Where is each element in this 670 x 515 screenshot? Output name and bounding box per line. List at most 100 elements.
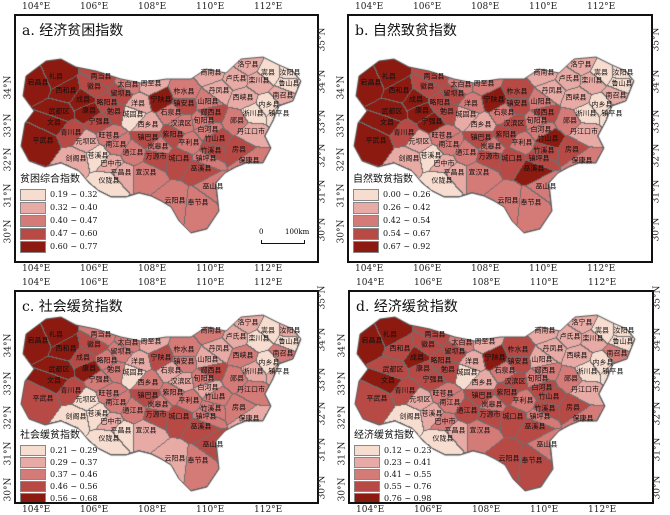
county-label: 鲁山县 (612, 337, 634, 346)
county-label: 洛宁县 (570, 60, 592, 69)
county-label: 巴中市 (434, 417, 456, 426)
panel-title: a. 经济贫困指数 (22, 23, 124, 39)
legend-item: 0.56 ~ 0.68 (20, 492, 97, 502)
county-label: 镇坪县 (528, 154, 550, 163)
scale-zero: 0 (259, 228, 264, 236)
county-label: 竹溪县 (200, 146, 222, 155)
lat-tick-left: 34°N (3, 333, 14, 358)
lon-tick-top: 112°E (587, 2, 616, 12)
county-label: 宁陕县 (150, 353, 172, 362)
lat-tick-right: 30°N (651, 217, 662, 242)
county-label: 汝阳县 (279, 326, 301, 335)
county-label: 勉县 (441, 365, 455, 374)
county-label: 仪陇县 (98, 434, 120, 443)
legend-swatch (353, 227, 379, 240)
county-label: 青川县 (393, 128, 415, 137)
county-label: 徽县 (420, 82, 434, 91)
county-label: 镇安县 (506, 99, 528, 108)
map-panel-a: 宕昌县 礼县 西和县 两当县 徽县 成县 太白县 周至县 留坝县 略阳县 武都区 康县 勉县 城固县 洋县宁… (14, 14, 319, 263)
county-label: 仪陇县 (432, 434, 454, 443)
county-label: 巫山县 (535, 182, 557, 191)
county-label: 苍溪县 (420, 151, 442, 160)
county-label: 宁陕县 (484, 353, 506, 362)
legend-item: 0.40 ~ 0.47 (20, 214, 97, 227)
county-label: 文县 (380, 118, 394, 127)
county-label: 保康县 (571, 156, 593, 165)
lat-tick-left: 31°N (336, 183, 347, 208)
county-label: 平武县 (32, 136, 54, 145)
county-label: 周至县 (140, 337, 162, 346)
lon-tick-bottom: 108°E (471, 264, 500, 274)
county-label: 太白县 (450, 80, 472, 89)
county-label: 留坝县 (443, 89, 465, 98)
county-label: 镇坪县 (195, 154, 217, 163)
county-label: 旬阳县 (527, 374, 549, 383)
county-label: 竹溪县 (200, 404, 222, 413)
lat-tick-left: 31°N (3, 183, 14, 208)
county-label: 丹江口市 (237, 385, 265, 394)
county-label: 城口县 (502, 412, 524, 421)
county-label: 白河县 (530, 125, 552, 134)
county-label: 礼县 (383, 330, 397, 339)
legend-item: 0.26 ~ 0.42 (353, 201, 430, 214)
lon-tick-bottom: 110°E (530, 505, 559, 515)
county-label: 宁强县 (422, 375, 444, 384)
county-label: 平昌县 (444, 426, 466, 435)
county-label: 郧西县 (533, 108, 555, 117)
county-label: 房县 (232, 145, 246, 154)
county-label: 栾川县 (248, 334, 270, 343)
county-label: 留坝县 (444, 347, 466, 356)
county-label: 宕昌县 (27, 78, 49, 87)
lon-tick-top: 110°E (196, 278, 225, 288)
county-label: 武都区 (382, 365, 404, 374)
legend-range: 0.47 ~ 0.60 (50, 229, 98, 238)
county-label: 万源市 (145, 152, 167, 161)
county-label: 太白县 (451, 338, 473, 347)
county-label: 镇安县 (507, 357, 529, 366)
lon-tick-top: 106°E (80, 278, 109, 288)
lat-tick-left: 30°N (3, 219, 14, 244)
county-label: 宣汉县 (469, 426, 491, 435)
county-label: 栾川县 (581, 76, 603, 85)
legend-item: 0.76 ~ 0.98 (354, 492, 431, 502)
county-label: 文县 (47, 376, 61, 385)
lon-tick-bottom: 104°E (22, 505, 51, 515)
county-label: 镇安县 (173, 357, 195, 366)
county-label: 万源市 (145, 410, 167, 419)
county-label: 徽县 (87, 340, 101, 349)
lat-tick-left: 31°N (3, 441, 14, 466)
legend-range: 0.21 ~ 0.29 (50, 445, 98, 455)
lon-tick-bottom: 106°E (413, 264, 442, 274)
legend-range: 0.26 ~ 0.42 (383, 203, 431, 212)
legend-title: 自然致贫指数 (353, 174, 413, 185)
county-label: 太白县 (117, 338, 139, 347)
county-label: 岚皋县 (481, 400, 503, 409)
county-label: 巫溪县 (190, 164, 212, 173)
legend-title: 社会缓贫指数 (20, 430, 80, 441)
county-label: 宣汉县 (468, 168, 490, 177)
lat-tick-right: 31°N (652, 437, 663, 462)
lon-tick-top: 112°E (254, 2, 283, 12)
county-label: 丹凤县 (541, 86, 563, 95)
county-label: 苍溪县 (421, 409, 443, 418)
legend-range: 0.23 ~ 0.41 (384, 457, 432, 467)
lon-tick-bottom: 110°E (529, 264, 558, 274)
county-label: 苍溪县 (87, 409, 109, 418)
county-label: 宕昌县 (360, 78, 382, 87)
legend-item: 0.32 ~ 0.40 (20, 201, 97, 214)
legend-item: 0.23 ~ 0.41 (354, 456, 431, 468)
county-label: 丹凤县 (208, 86, 230, 95)
county-label: 郧县 (563, 116, 577, 125)
lon-tick-top: 112°E (254, 278, 283, 288)
county-label: 岚皋县 (480, 142, 502, 151)
county-label: 元坝区 (75, 395, 97, 404)
county-label: 旺苍县 (98, 131, 120, 140)
legend-swatch (20, 188, 46, 201)
lon-tick-top: 110°E (196, 2, 225, 12)
county-label: 嵩县 (595, 326, 609, 335)
lat-tick-left: 33°N (3, 371, 14, 396)
county-label: 徽县 (421, 340, 435, 349)
county-label: 巫山县 (202, 440, 224, 449)
lon-tick-bottom: 106°E (80, 505, 109, 515)
legend-range: 0.46 ~ 0.56 (50, 481, 98, 491)
